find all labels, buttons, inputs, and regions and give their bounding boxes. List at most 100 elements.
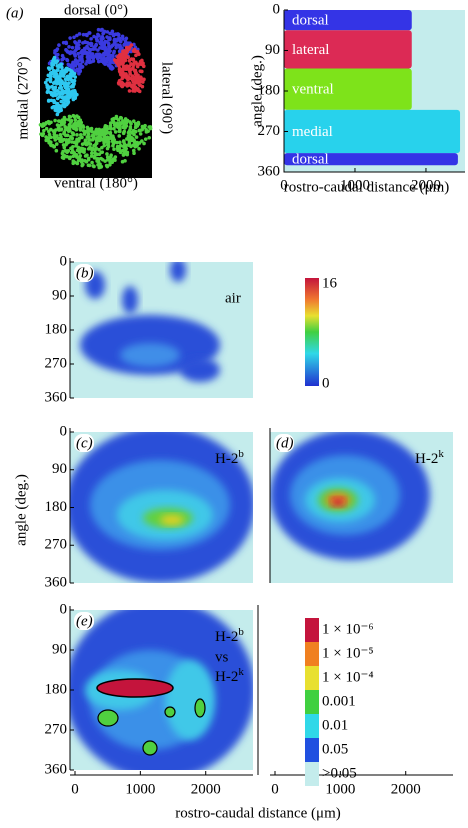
x-tick-label: 2000 xyxy=(411,177,441,193)
cell-dot xyxy=(124,124,129,128)
colorbar xyxy=(305,278,319,386)
cell-dot xyxy=(91,47,95,51)
cell-dot xyxy=(84,62,88,66)
cell-dot xyxy=(95,39,99,43)
cell-dot xyxy=(49,98,54,103)
condition-label: air xyxy=(225,290,241,306)
cell-dot xyxy=(119,46,123,51)
y-tick-label: 180 xyxy=(45,499,68,515)
region-band xyxy=(284,68,412,110)
cell-dot xyxy=(130,74,135,78)
colorbar-step xyxy=(305,714,319,738)
cell-dot xyxy=(75,133,79,137)
colorbar-step xyxy=(305,738,319,762)
cell-dot xyxy=(58,133,63,137)
cell-dot xyxy=(73,75,78,79)
cell-dot xyxy=(69,77,73,82)
cell-dot xyxy=(73,49,77,53)
heatmap xyxy=(270,432,453,583)
x-tick-label: 0 xyxy=(71,781,79,797)
cell-dot xyxy=(86,46,90,51)
cell-dot xyxy=(72,88,77,93)
cell-dot xyxy=(133,145,138,149)
cell-dot xyxy=(133,80,138,85)
cell-dot xyxy=(131,148,136,153)
cell-dot xyxy=(80,59,85,64)
cell-dot xyxy=(105,35,109,39)
cell-dot xyxy=(99,164,104,169)
cell-dot xyxy=(118,129,122,134)
cell-dot xyxy=(80,54,84,58)
cell-dot xyxy=(139,69,144,74)
cell-dot xyxy=(90,160,94,165)
cell-dot xyxy=(124,146,129,151)
cell-dot xyxy=(127,138,132,143)
cell-dot xyxy=(77,155,82,160)
cell-dot xyxy=(94,52,99,57)
cell-dot xyxy=(124,45,129,50)
cell-dot xyxy=(81,149,85,154)
label-sup: k xyxy=(238,666,244,678)
orientation-label: ventral (180°) xyxy=(54,175,138,191)
cell-dot xyxy=(124,64,129,68)
cell-dot xyxy=(89,41,94,46)
cell-dot xyxy=(87,54,92,58)
cell-dot xyxy=(131,49,136,53)
cell-dot xyxy=(74,144,78,148)
cell-dot xyxy=(81,32,86,37)
cell-dot xyxy=(55,106,60,111)
label-text: H-2 xyxy=(415,451,438,467)
band-label: lateral xyxy=(292,42,329,58)
cell-dot xyxy=(134,60,138,65)
cell-dot xyxy=(107,45,112,49)
cell-dot xyxy=(79,146,84,151)
cell-dot xyxy=(80,135,84,140)
cell-dot xyxy=(122,119,127,124)
cell-dot xyxy=(38,122,43,127)
colorbar-step xyxy=(305,642,319,666)
cell-dot xyxy=(103,159,107,163)
band-label: ventral xyxy=(292,82,334,98)
cell-dot xyxy=(119,83,124,87)
section-dots xyxy=(38,27,153,170)
cell-dot xyxy=(58,77,63,82)
cell-dot xyxy=(118,143,123,148)
cell-dot xyxy=(113,123,118,128)
cell-dot xyxy=(49,120,53,125)
colorbar-label: 1 × 10⁻⁶ xyxy=(322,621,374,637)
cell-dot xyxy=(122,152,126,156)
cell-dot xyxy=(88,50,92,55)
cell-dot xyxy=(55,123,60,127)
cell-dot xyxy=(126,55,130,60)
cell-dot xyxy=(125,152,130,157)
cell-dot xyxy=(70,140,74,144)
cell-dot xyxy=(138,76,142,80)
cell-dot xyxy=(77,39,82,44)
cell-dot xyxy=(73,95,78,100)
cell-dot xyxy=(50,63,54,68)
cell-dot xyxy=(62,115,67,120)
cell-dot xyxy=(52,104,57,109)
cell-dot xyxy=(48,79,53,84)
label-box xyxy=(74,612,94,630)
cell-dot xyxy=(59,85,64,90)
cell-dot xyxy=(106,63,111,67)
cell-dot xyxy=(86,57,91,61)
cell-dot xyxy=(115,58,120,63)
cell-dot xyxy=(92,130,97,135)
cell-dot xyxy=(120,76,124,81)
y-tick-label: 270 xyxy=(45,721,68,737)
cell-dot xyxy=(70,146,74,151)
cell-dot xyxy=(143,137,148,141)
cell-dot xyxy=(105,152,109,156)
cell-dot xyxy=(91,164,96,168)
cell-dot xyxy=(61,119,65,123)
cell-dot xyxy=(49,127,53,132)
cell-dot xyxy=(120,159,125,164)
cell-dot xyxy=(57,43,61,47)
cell-dot xyxy=(98,46,102,50)
condition-label: H-2k xyxy=(215,666,244,686)
cell-dot xyxy=(54,148,59,153)
label-sup: b xyxy=(238,448,244,460)
cell-dot xyxy=(103,50,108,55)
